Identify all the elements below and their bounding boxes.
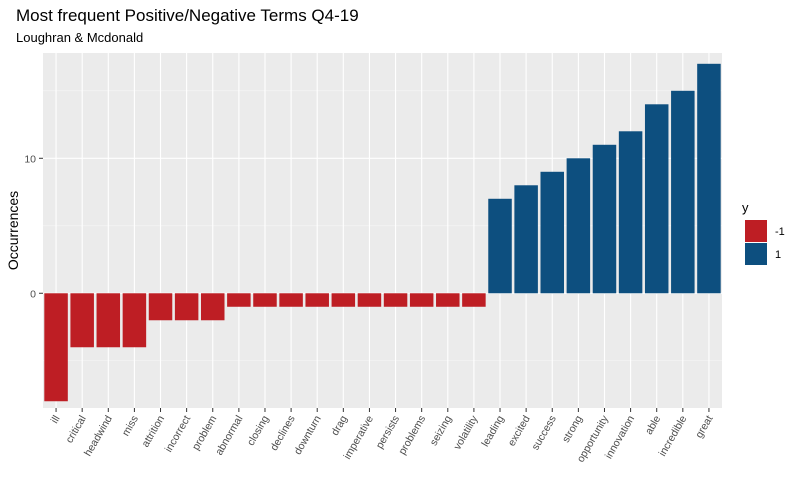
x-tick-label-miss: miss: [120, 414, 141, 439]
y-axis-title: Occurrences: [5, 191, 21, 270]
chart-title: Most frequent Positive/Negative Terms Q4…: [16, 6, 359, 25]
legend-key: [745, 220, 767, 242]
bar-volatility: [462, 293, 486, 307]
bar-problems: [409, 293, 434, 307]
bar-seizing: [436, 293, 460, 307]
bar-imperative: [357, 293, 382, 307]
x-tick-label-attrition: attrition: [140, 413, 168, 449]
bar-downturn: [305, 293, 329, 307]
x-tick-label-strong: strong: [560, 413, 585, 444]
x-tick-label-critical: critical: [63, 414, 88, 446]
x-tick-label-excited: excited: [506, 413, 533, 448]
bar-excited: [514, 185, 538, 294]
y-tick-label: 0: [30, 288, 36, 300]
chart-subtitle: Loughran & Mcdonald: [16, 30, 143, 45]
x-tick-label-drag: drag: [329, 413, 350, 437]
bar-declines: [279, 293, 303, 307]
bar-miss: [122, 293, 147, 348]
bar-opportunity: [592, 144, 617, 294]
legend-label: -1: [775, 226, 785, 238]
bar-abnormal: [227, 293, 251, 307]
x-tick-label-great: great: [693, 413, 715, 440]
bars-group: [44, 63, 721, 402]
y-axis: 0 10: [24, 153, 43, 300]
bar-incredible: [671, 90, 695, 294]
bar-problem: [200, 293, 225, 321]
legend-title: y: [742, 200, 749, 215]
x-tick-label-leading: leading: [479, 413, 506, 448]
bar-persists: [383, 293, 408, 307]
bar-leading: [488, 198, 512, 294]
bar-strong: [566, 158, 591, 294]
grid-lines: [43, 53, 722, 408]
bar-drag: [331, 293, 356, 307]
bar-ill: [44, 293, 68, 402]
bar-critical: [70, 293, 94, 348]
x-tick-label-seizing: seizing: [428, 413, 455, 447]
legend-key: [745, 243, 767, 265]
x-tick-label-persists: persists: [374, 414, 402, 451]
bar-closing: [253, 293, 277, 307]
bar-incorrect: [174, 293, 199, 321]
x-tick-label-able: able: [643, 413, 663, 436]
bar-innovation: [618, 131, 643, 294]
x-tick-label-incorrect: incorrect: [163, 413, 194, 454]
bar-success: [540, 171, 565, 294]
bar-headwind: [96, 293, 121, 348]
bar-able: [644, 104, 669, 294]
bar-attrition: [148, 293, 173, 321]
y-tick-label: 10: [24, 153, 36, 165]
x-tick-label-volatility: volatility: [451, 413, 480, 452]
bar-great: [697, 63, 721, 294]
x-tick-label-closing: closing: [245, 413, 272, 447]
x-tick-label-success: success: [529, 414, 558, 453]
x-tick-label-ill: ill: [49, 414, 63, 426]
legend-label: 1: [775, 249, 781, 261]
legend: y -1 1: [742, 200, 785, 265]
